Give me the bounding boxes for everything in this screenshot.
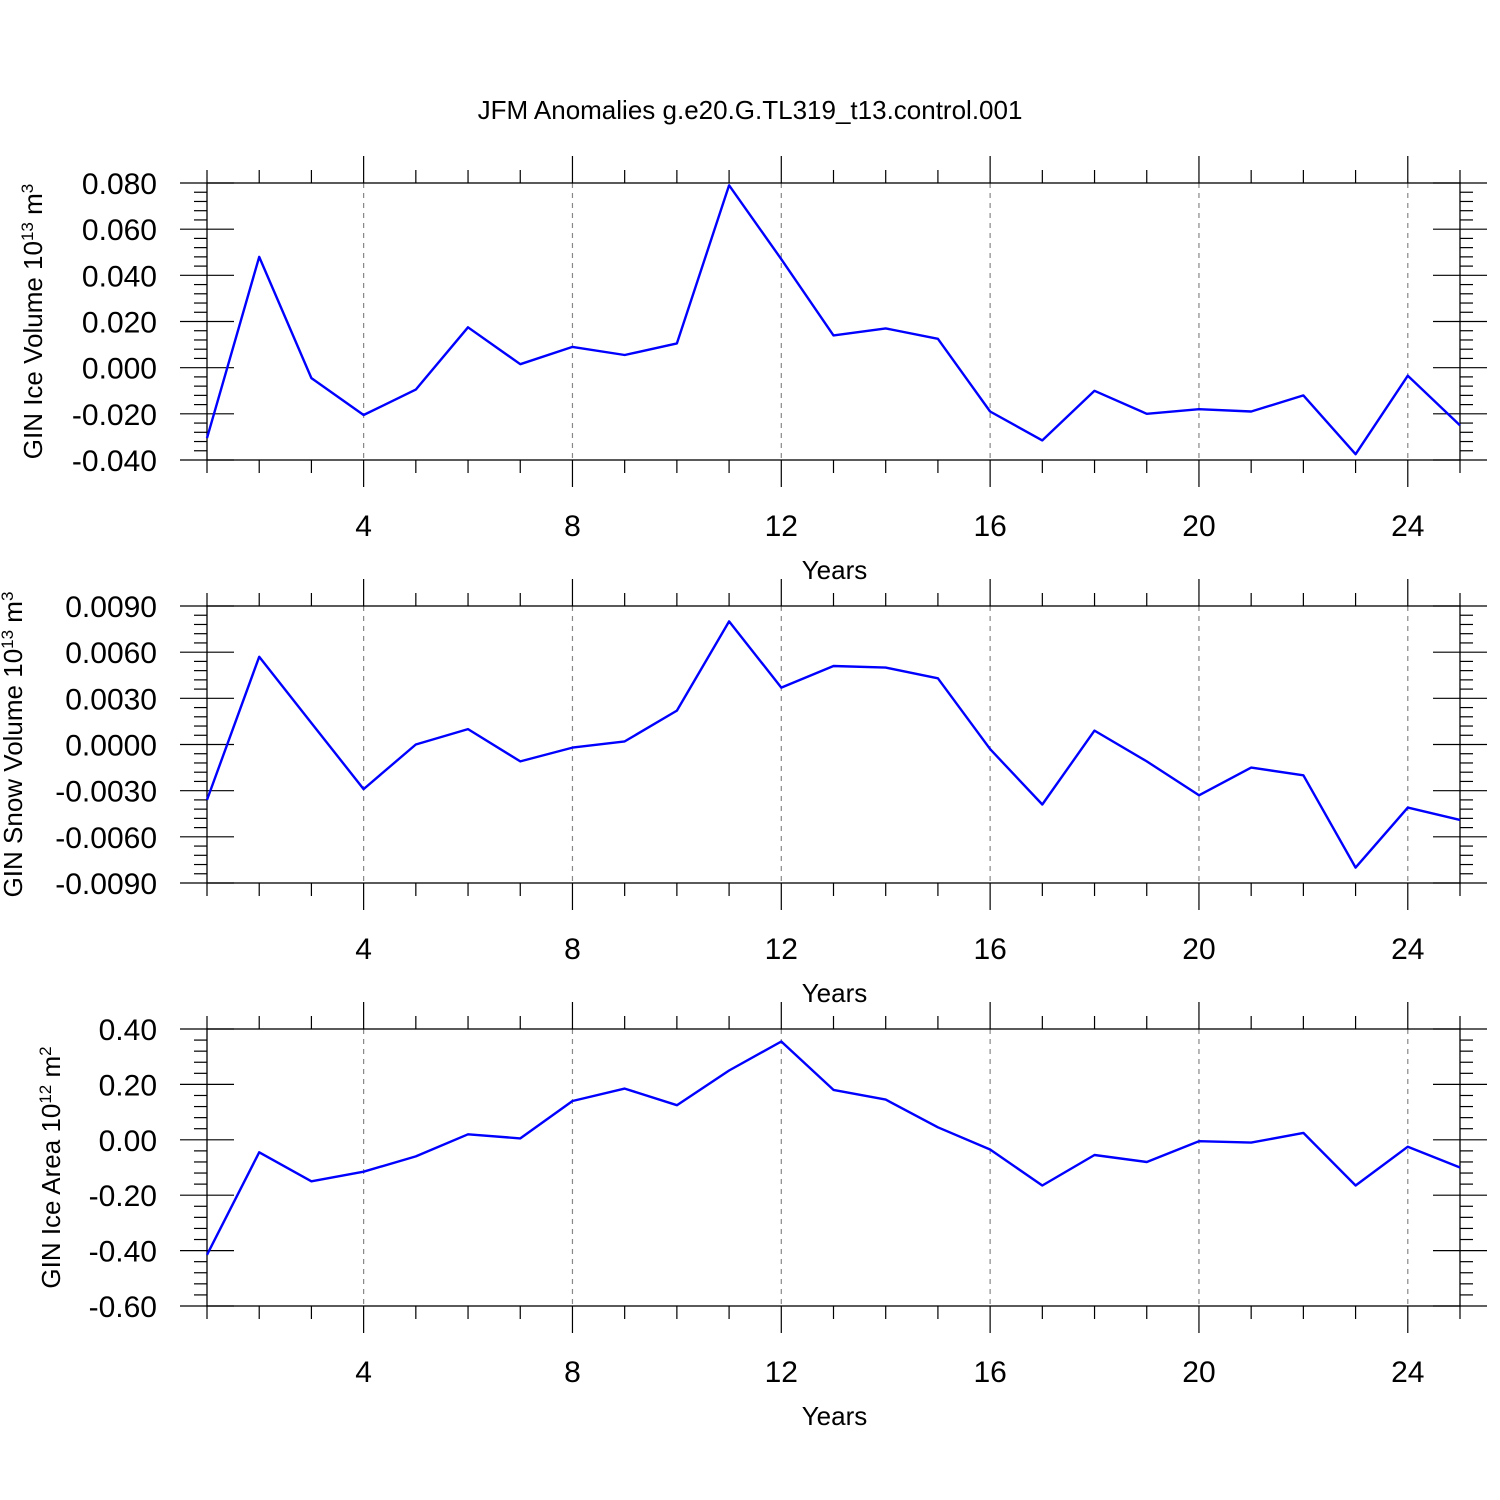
ice-volume-series-line <box>205 184 1461 456</box>
snow-volume-x-tick-label: 4 <box>355 933 372 966</box>
ice-area-y-tick-label: 0.40 <box>99 1014 157 1047</box>
snow-volume-y-tick-label: 0.0000 <box>65 730 157 763</box>
ice-volume-y-tick-label: 0.080 <box>82 168 157 201</box>
snow-volume-series-line <box>205 620 1461 869</box>
ice-area-x-tick-label: 20 <box>1182 1356 1215 1389</box>
ice-volume-x-tick-label: 20 <box>1182 510 1215 543</box>
ice-area-x-axis-title: Years <box>802 1401 868 1431</box>
ice-volume-y-tick-label: 0.020 <box>82 307 157 340</box>
snow-volume-y-tick-label: -0.0090 <box>55 868 157 901</box>
ice-area-plot-frame <box>206 1028 1461 1307</box>
ice-volume-x-tick-label: 24 <box>1391 510 1424 543</box>
ice-volume-x-tick-label: 8 <box>564 510 581 543</box>
ice-area-y-tick-label: -0.40 <box>89 1236 157 1269</box>
ice-volume-y-axis-title: GIN Ice Volume 1013 m3 <box>18 184 49 460</box>
snow-volume-x-tick-label: 16 <box>973 933 1006 966</box>
snow-volume-y-tick-label: 0.0060 <box>65 637 157 670</box>
ice-volume-y-tick-label: 0.040 <box>82 260 157 293</box>
ice-area-x-tick-label: 24 <box>1391 1356 1424 1389</box>
ice-area-y-tick-label: -0.20 <box>89 1180 157 1213</box>
snow-volume-panel: 0.0090 0.0060 0.0030 0.0000 -0.0030 -0.0060 -0… <box>0 579 1487 1008</box>
chart-title: JFM Anomalies g.e20.G.TL319_t13.control.… <box>478 95 1023 125</box>
ice-area-y-tick-label: -0.60 <box>89 1291 157 1324</box>
ice-area-y-tick-label: 0.20 <box>99 1069 157 1102</box>
ice-area-x-tick-label: 16 <box>973 1356 1006 1389</box>
snow-volume-y-tick-label: -0.0030 <box>55 776 157 809</box>
ice-area-x-tick-label: 8 <box>564 1356 581 1389</box>
snow-volume-y-tick-label: 0.0090 <box>65 591 157 624</box>
ice-volume-x-tick-label: 12 <box>765 510 798 543</box>
ice-area-panel: 0.40 0.20 0.00 -0.20 -0.40 -0.60 4 8 12 16 20 24 Y… <box>36 1002 1487 1431</box>
ice-volume-y-tick-label: -0.040 <box>72 445 157 478</box>
ice-area-y-tick-label: 0.00 <box>99 1125 157 1158</box>
snow-volume-x-tick-label: 24 <box>1391 933 1424 966</box>
snow-volume-y-tick-label: 0.0030 <box>65 683 157 716</box>
snow-volume-plot-frame <box>206 605 1461 884</box>
ice-volume-panel: 0.080 0.060 0.040 0.020 0.000 -0.020 -0.040 4 8… <box>18 156 1487 585</box>
ice-area-x-tick-label: 4 <box>355 1356 372 1389</box>
ice-area-y-axis-title: GIN Ice Area 1012 m2 <box>36 1046 67 1288</box>
ice-volume-x-tick-label: 16 <box>973 510 1006 543</box>
snow-volume-y-tick-label: -0.0060 <box>55 822 157 855</box>
snow-volume-x-tick-label: 12 <box>765 933 798 966</box>
snow-volume-y-axis-title: GIN Snow Volume 1013 m3 <box>0 592 28 898</box>
ice-volume-y-tick-label: 0.060 <box>82 214 157 247</box>
ice-volume-x-axis-title: Years <box>802 555 868 585</box>
ice-volume-plot-frame <box>206 182 1461 461</box>
snow-volume-x-tick-label: 20 <box>1182 933 1215 966</box>
ice-area-x-tick-label: 12 <box>765 1356 798 1389</box>
ice-volume-y-tick-label: -0.020 <box>72 399 157 432</box>
snow-volume-x-tick-label: 8 <box>564 933 581 966</box>
ice-volume-y-tick-label: 0.000 <box>82 353 157 386</box>
ice-area-series-line <box>205 1040 1461 1256</box>
snow-volume-x-axis-title: Years <box>802 978 868 1008</box>
ice-volume-x-tick-label: 4 <box>355 510 372 543</box>
